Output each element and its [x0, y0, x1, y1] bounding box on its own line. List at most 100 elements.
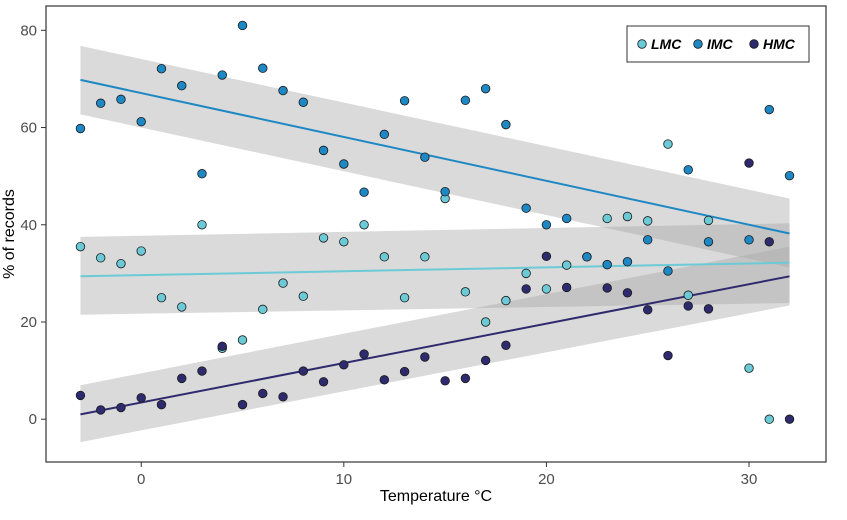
- point-hmc: [278, 392, 288, 402]
- point-imc: [136, 117, 146, 127]
- point-imc: [399, 96, 410, 106]
- point-imc: [683, 165, 693, 175]
- point-lmc: [399, 292, 410, 303]
- point-lmc: [420, 252, 430, 262]
- y-tick-label: 80: [20, 22, 37, 39]
- point-hmc: [643, 305, 653, 315]
- point-imc: [318, 145, 329, 156]
- point-imc: [420, 152, 430, 162]
- legend-key-lmc: [637, 39, 647, 49]
- point-lmc: [258, 304, 268, 315]
- point-imc: [75, 123, 86, 134]
- point-imc: [298, 97, 308, 107]
- point-hmc: [420, 352, 430, 362]
- point-imc: [379, 129, 390, 140]
- x-tick-label: 20: [538, 471, 555, 488]
- point-imc: [744, 235, 754, 245]
- point-imc: [156, 64, 167, 74]
- point-imc: [501, 119, 511, 130]
- x-axis-ticks: 0 10 20 30: [137, 462, 757, 488]
- fit-line-imc: [80, 78, 790, 235]
- point-hmc: [197, 366, 207, 376]
- point-imc: [602, 259, 612, 270]
- point-hmc: [501, 340, 511, 351]
- point-hmc: [561, 282, 572, 293]
- y-axis-title: % of records: [1, 189, 18, 279]
- point-lmc: [744, 363, 754, 373]
- point-imc: [359, 187, 369, 197]
- point-imc: [177, 81, 187, 91]
- point-imc: [440, 187, 450, 197]
- data-points: [75, 20, 795, 424]
- confidence-bands: [80, 45, 790, 443]
- point-imc: [663, 266, 673, 276]
- y-tick-label: 40: [20, 217, 37, 234]
- x-tick-label: 0: [137, 471, 145, 488]
- point-imc: [460, 95, 471, 106]
- point-hmc: [156, 399, 167, 410]
- point-imc: [217, 70, 227, 80]
- point-hmc: [177, 373, 187, 384]
- point-lmc: [96, 253, 106, 263]
- point-imc: [258, 63, 268, 73]
- point-hmc: [75, 390, 86, 401]
- point-lmc: [75, 241, 86, 252]
- legend-label-lmc: LMC: [651, 36, 682, 52]
- point-lmc: [237, 335, 248, 345]
- point-imc: [764, 104, 774, 115]
- point-hmc: [379, 375, 390, 385]
- point-lmc: [622, 211, 633, 222]
- point-hmc: [116, 402, 126, 413]
- plot-panel-border: [45, 5, 827, 463]
- point-imc: [582, 252, 592, 262]
- point-hmc: [602, 283, 612, 293]
- point-lmc: [197, 220, 207, 230]
- point-lmc: [460, 287, 471, 297]
- point-imc: [643, 235, 653, 245]
- point-hmc: [764, 237, 774, 247]
- point-lmc: [703, 215, 714, 226]
- point-lmc: [177, 302, 187, 312]
- point-imc: [278, 85, 288, 96]
- point-hmc: [480, 355, 491, 366]
- point-hmc: [784, 414, 795, 424]
- point-lmc: [318, 233, 329, 243]
- fit-line-lmc: [80, 261, 790, 278]
- point-lmc: [359, 220, 369, 230]
- point-lmc: [683, 290, 693, 300]
- point-hmc: [237, 399, 248, 410]
- point-lmc: [643, 216, 653, 226]
- point-lmc: [602, 213, 612, 224]
- point-lmc: [116, 258, 126, 269]
- point-lmc: [278, 278, 288, 288]
- point-lmc: [561, 260, 572, 270]
- point-hmc: [318, 377, 329, 387]
- point-lmc: [764, 414, 774, 424]
- point-hmc: [339, 360, 349, 370]
- regression-lines: [80, 78, 790, 416]
- x-tick-label: 10: [335, 471, 352, 488]
- point-lmc: [156, 292, 167, 303]
- y-tick-label: 60: [20, 120, 37, 137]
- point-hmc: [663, 350, 673, 361]
- point-lmc: [501, 295, 511, 306]
- point-imc: [96, 98, 106, 108]
- point-hmc: [744, 158, 754, 168]
- point-lmc: [541, 284, 552, 294]
- point-lmc: [521, 268, 531, 279]
- point-hmc: [399, 366, 410, 377]
- point-hmc: [460, 373, 471, 384]
- point-lmc: [379, 252, 390, 262]
- legend-key-imc: [693, 39, 703, 49]
- legend-label-imc: IMC: [707, 36, 734, 52]
- legend-box: [626, 25, 810, 63]
- point-hmc: [440, 376, 450, 386]
- point-hmc: [96, 405, 106, 415]
- point-imc: [622, 257, 633, 267]
- point-imc: [480, 83, 491, 94]
- point-hmc: [258, 388, 268, 399]
- point-lmc: [480, 317, 491, 327]
- legend-key-hmc: [749, 39, 759, 49]
- point-lmc: [339, 237, 349, 247]
